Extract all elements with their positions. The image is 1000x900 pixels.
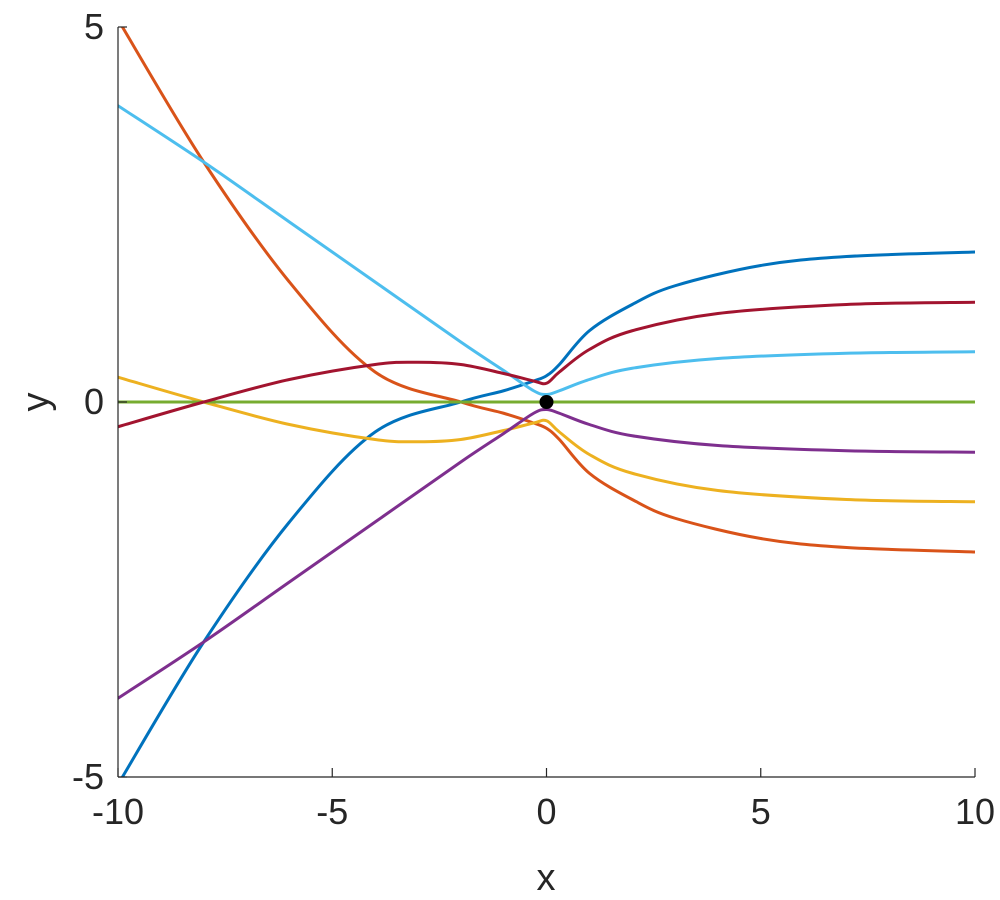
marker-layer bbox=[539, 395, 554, 409]
y-tick-label: 5 bbox=[84, 6, 104, 47]
x-tick-label: 0 bbox=[536, 791, 556, 832]
series-line-6 bbox=[118, 104, 975, 397]
series-line-4 bbox=[118, 407, 975, 700]
series-line-7 bbox=[118, 300, 975, 429]
series-line-3 bbox=[118, 375, 975, 504]
x-tick-label: -10 bbox=[92, 791, 144, 832]
x-tick-label: -5 bbox=[316, 791, 348, 832]
x-axis-label: x bbox=[537, 857, 556, 899]
origin-marker bbox=[539, 395, 554, 409]
series-line-1 bbox=[120, 250, 975, 777]
x-tick-label: 5 bbox=[751, 791, 771, 832]
y-axis-label: y bbox=[15, 393, 57, 412]
y-tick-label: -5 bbox=[72, 756, 104, 797]
axes-layer: -10 -5 0 5 10-505 bbox=[72, 6, 995, 832]
x-tick-label: 10 bbox=[955, 791, 995, 832]
y-tick-label: 0 bbox=[84, 381, 104, 422]
series-line-2 bbox=[120, 27, 975, 554]
